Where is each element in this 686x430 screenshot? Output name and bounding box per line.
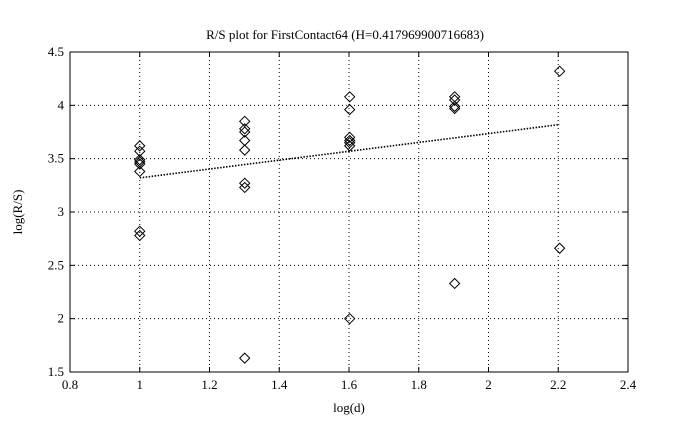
data-point	[134, 229, 146, 242]
data-point	[239, 126, 251, 138]
data-point	[343, 103, 356, 116]
chart-title: R/S plot for FirstContact64 (H=0.4179699…	[206, 27, 484, 42]
x-tick-label: 0.8	[62, 377, 78, 392]
data-point	[134, 225, 146, 237]
y-tick-label: 3	[58, 204, 65, 219]
data-point	[448, 277, 461, 290]
data-points	[134, 65, 566, 364]
data-point	[343, 136, 356, 149]
data-point	[343, 140, 356, 152]
y-tick-label: 4	[58, 97, 65, 112]
x-axis: 0.8 1 1.2 1.4 1.6 1.8 2 2.2 2.4	[62, 52, 637, 392]
data-point	[553, 242, 566, 254]
data-point	[239, 115, 251, 128]
data-point	[134, 154, 146, 166]
data-point	[448, 102, 461, 115]
data-point	[553, 65, 566, 77]
data-point	[343, 312, 356, 325]
grid	[70, 52, 628, 372]
data-point	[239, 181, 251, 194]
y-tick-label: 4.5	[48, 44, 64, 59]
data-point	[448, 94, 461, 106]
data-point	[343, 134, 356, 147]
x-tick-label: 1.4	[271, 377, 288, 392]
x-tick-label: 2.2	[550, 377, 566, 392]
x-tick-label: 1.2	[201, 377, 217, 392]
x-tick-label: 2.4	[620, 377, 637, 392]
y-axis: 1.5 2 2.5 3 3.5 4 4.5	[48, 44, 628, 379]
x-axis-label: log(d)	[333, 400, 365, 415]
y-tick-label: 2.5	[48, 257, 64, 272]
data-point	[134, 158, 146, 170]
y-tick-label: 1.5	[48, 364, 64, 379]
y-tick-label: 3.5	[48, 151, 64, 166]
data-point	[239, 352, 251, 364]
x-tick-label: 2	[485, 377, 492, 392]
data-point	[448, 91, 461, 103]
data-point	[239, 144, 251, 156]
data-point	[134, 165, 146, 178]
data-point	[134, 140, 146, 152]
x-tick-label: 1	[137, 377, 144, 392]
x-tick-label: 1.6	[341, 377, 358, 392]
y-tick-label: 2	[58, 311, 65, 326]
y-axis-label: log(R/S)	[10, 190, 25, 235]
data-point	[239, 177, 251, 189]
data-point	[343, 91, 356, 103]
data-point	[239, 123, 251, 135]
x-tick-label: 1.8	[411, 377, 427, 392]
data-point	[343, 131, 356, 144]
data-point	[448, 100, 461, 113]
